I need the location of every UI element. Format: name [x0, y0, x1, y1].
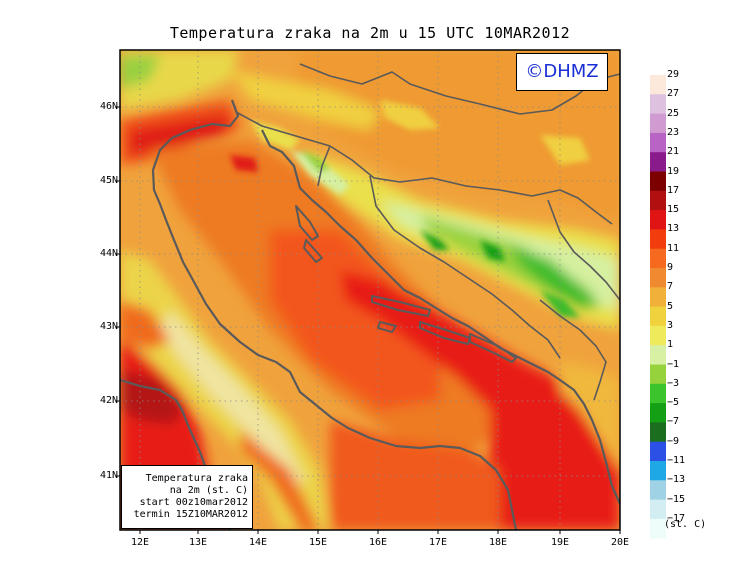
lon-label-14e: 14E: [248, 537, 268, 548]
legend-swatch: [650, 94, 666, 114]
info-line-1: Temperatura zraka: [145, 473, 248, 484]
legend-swatch: [650, 518, 666, 539]
legend-label: −17: [667, 512, 686, 524]
legend-label: −13: [667, 474, 686, 486]
lat-label-43n: 43N: [99, 321, 118, 332]
legend-swatch: [650, 113, 666, 134]
legend-swatch: [650, 210, 666, 230]
lon-label-20e: 20E: [610, 537, 630, 548]
legend-label: −9: [667, 435, 680, 447]
legend-swatch: [650, 403, 666, 423]
legend-swatch: [650, 268, 666, 288]
northern-borders: [299, 63, 620, 115]
info-line-2: na 2m (st. C): [169, 485, 248, 496]
italy-east-coastline: [151, 99, 518, 530]
legend-label: 17: [667, 184, 680, 196]
legend-swatch: [650, 229, 666, 250]
legend-label: 25: [667, 107, 680, 119]
legend-label: −5: [667, 397, 680, 409]
lat-label-41n: 41N: [99, 470, 118, 481]
lat-label-42n: 42N: [99, 395, 118, 406]
lon-label-12e: 12E: [130, 537, 150, 548]
legend-swatch: [650, 422, 666, 443]
legend-swatch: [650, 345, 666, 365]
legend-swatch: [650, 461, 666, 481]
legend-label: 3: [667, 319, 674, 331]
legend-swatch: [650, 132, 666, 153]
legend-label: −3: [667, 377, 680, 389]
legend-swatch: [650, 306, 666, 327]
lon-label-19e: 19E: [550, 537, 570, 548]
temperature-field: [120, 50, 620, 530]
lat-label-44n: 44N: [99, 248, 118, 259]
lon-label-13e: 13E: [188, 537, 208, 548]
lat-label-46n: 46N: [99, 101, 118, 112]
lon-label-15e: 15E: [308, 537, 328, 548]
legend-label: −15: [667, 493, 686, 505]
legend-label: 1: [667, 339, 674, 351]
lon-label-17e: 17E: [428, 537, 448, 548]
plot-frame: [119, 49, 621, 531]
legend-label: 15: [667, 204, 680, 216]
legend-swatch: [650, 171, 666, 192]
legend-swatch: [650, 499, 666, 520]
legend-swatch: [650, 364, 666, 385]
legend-swatch: [650, 75, 666, 95]
legend-label: 21: [667, 146, 680, 158]
legend-label: 19: [667, 165, 680, 177]
lat-label-45n: 45N: [99, 175, 118, 186]
dhmz-logo: ©DHMZ: [516, 53, 608, 91]
legend-label: −1: [667, 358, 680, 370]
legend-swatch: [650, 287, 666, 307]
legend-label: 23: [667, 126, 680, 138]
tick-marks: [116, 106, 621, 534]
legend-swatch: [650, 152, 666, 172]
legend-label: 11: [667, 242, 680, 254]
legend-unit: (st. C): [664, 519, 707, 530]
croatia-coastline: [261, 129, 620, 505]
legend-label: 7: [667, 281, 674, 293]
legend-swatch: [650, 441, 666, 462]
info-box: Temperatura zraka na 2m (st. C) start 00…: [121, 465, 253, 529]
legend-label: 13: [667, 223, 680, 235]
lon-label-18e: 18E: [488, 537, 508, 548]
info-line-4: termin 15Z10MAR2012: [133, 509, 248, 520]
legend-label: −7: [667, 416, 680, 428]
legend-swatch: [650, 190, 666, 211]
legend-label: −11: [667, 455, 686, 466]
legend-swatch: [650, 383, 666, 404]
legend-swatch: [650, 480, 666, 500]
legend-label: 9: [667, 262, 674, 273]
legend-label: 27: [667, 88, 680, 100]
lon-label-16e: 16E: [368, 537, 388, 548]
legend-colorbar: [650, 75, 666, 539]
legend-label: 5: [667, 300, 674, 312]
info-line-3: start 00z10mar2012: [139, 497, 248, 508]
legend-label: 29: [667, 69, 680, 80]
coastlines-borders: [120, 63, 620, 530]
map-title: Temperatura zraka na 2m u 15 UTC 10MAR20…: [169, 24, 571, 42]
legend-swatch: [650, 248, 666, 269]
legend-swatch: [650, 325, 666, 346]
